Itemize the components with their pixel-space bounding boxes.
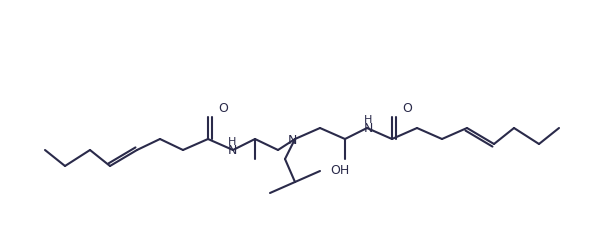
Text: N: N bbox=[227, 144, 237, 157]
Text: N: N bbox=[287, 133, 297, 146]
Text: OH: OH bbox=[330, 163, 349, 176]
Text: O: O bbox=[218, 101, 228, 114]
Text: N: N bbox=[364, 122, 372, 135]
Text: H: H bbox=[364, 114, 372, 124]
Text: O: O bbox=[402, 101, 412, 114]
Text: H: H bbox=[228, 136, 236, 146]
